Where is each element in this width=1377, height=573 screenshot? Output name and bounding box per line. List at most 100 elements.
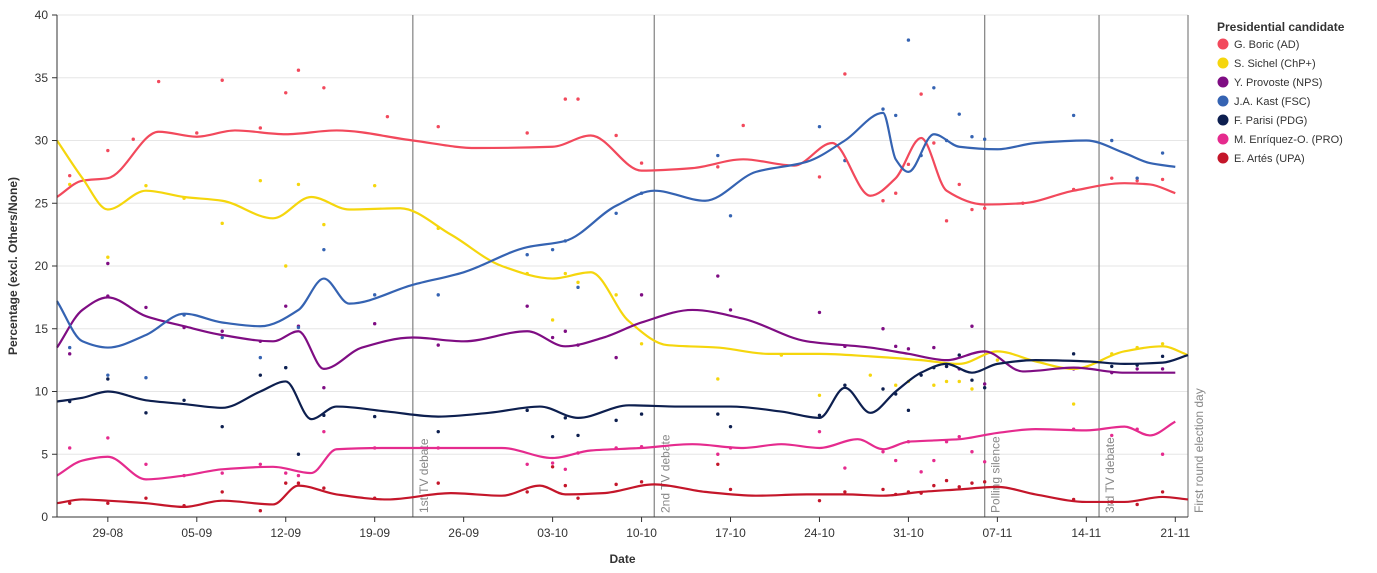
poll-point-e-art-s-upa bbox=[576, 496, 580, 500]
legend-label-m-enr-quez-o-pro: M. Enríquez-O. (PRO) bbox=[1234, 134, 1343, 146]
y-tick-label: 15 bbox=[35, 322, 49, 336]
poll-point-y-provoste-nps bbox=[881, 327, 885, 331]
poll-point-g-boric-ad bbox=[385, 114, 390, 119]
poll-point-f-parisi-pdg bbox=[716, 412, 720, 416]
poll-point-y-provoste-nps bbox=[817, 310, 822, 315]
poll-point-e-art-s-upa bbox=[106, 501, 110, 505]
poll-point-j-a-kast-fsc bbox=[576, 285, 580, 290]
x-tick-label: 19-09 bbox=[359, 526, 390, 540]
poll-point-s-sichel-chp bbox=[258, 178, 263, 183]
poll-point-s-sichel-chp bbox=[563, 271, 568, 276]
poll-point-f-parisi-pdg bbox=[550, 434, 555, 439]
poll-point-e-art-s-upa bbox=[258, 509, 263, 513]
poll-point-j-a-kast-fsc bbox=[220, 335, 224, 340]
poll-point-e-art-s-upa bbox=[220, 490, 224, 494]
poll-point-f-parisi-pdg bbox=[843, 383, 847, 387]
y-tick-label: 0 bbox=[41, 510, 48, 524]
poll-point-y-provoste-nps bbox=[220, 329, 224, 333]
poll-point-e-art-s-upa bbox=[843, 490, 847, 494]
event-label-3rd-tv-debate: 3rd TV debate bbox=[1103, 437, 1117, 513]
legend-swatch-j-a-kast-fsc bbox=[1217, 95, 1229, 107]
y-tick-label: 40 bbox=[35, 8, 49, 22]
poll-point-y-provoste-nps bbox=[372, 322, 377, 326]
trend-line-j-a-kast-fsc bbox=[56, 111, 1176, 349]
poll-point-y-provoste-nps bbox=[550, 335, 555, 340]
poll-point-g-boric-ad bbox=[1110, 176, 1114, 180]
poll-point-f-parisi-pdg bbox=[284, 365, 288, 370]
poll-point-f-parisi-pdg bbox=[372, 414, 377, 419]
poll-point-y-provoste-nps bbox=[614, 355, 618, 360]
poll-point-m-enr-quez-o-pro bbox=[843, 466, 847, 470]
poll-point-s-sichel-chp bbox=[932, 383, 936, 387]
legend-label-j-a-kast-fsc: J.A. Kast (FSC) bbox=[1234, 96, 1310, 108]
legend-swatch-y-provoste-nps bbox=[1217, 76, 1229, 88]
poll-point-m-enr-quez-o-pro bbox=[296, 473, 301, 478]
poll-point-g-boric-ad bbox=[982, 206, 987, 210]
legend-label-s-sichel-chp: S. Sichel (ChP+) bbox=[1234, 58, 1316, 70]
poll-point-e-art-s-upa bbox=[957, 485, 961, 489]
poll-point-y-provoste-nps bbox=[982, 382, 987, 386]
poll-point-e-art-s-upa bbox=[716, 462, 720, 466]
poll-point-m-enr-quez-o-pro bbox=[258, 462, 263, 466]
poll-point-y-provoste-nps bbox=[68, 352, 72, 356]
poll-point-j-a-kast-fsc bbox=[106, 373, 110, 377]
x-tick-label: 29-08 bbox=[92, 526, 123, 540]
y-tick-label: 35 bbox=[35, 71, 49, 85]
poll-point-y-provoste-nps bbox=[932, 345, 936, 350]
poll-point-g-boric-ad bbox=[932, 141, 936, 145]
poll-point-f-parisi-pdg bbox=[728, 424, 733, 429]
poll-point-m-enr-quez-o-pro bbox=[144, 462, 148, 466]
legend-label-e-art-s-upa: E. Artés (UPA) bbox=[1234, 153, 1305, 165]
poll-point-j-a-kast-fsc bbox=[322, 247, 326, 252]
y-tick-label: 30 bbox=[35, 134, 49, 148]
poll-point-j-a-kast-fsc bbox=[525, 253, 529, 257]
poll-point-g-boric-ad bbox=[106, 148, 110, 153]
poll-point-f-parisi-pdg bbox=[944, 364, 949, 369]
poll-point-g-boric-ad bbox=[881, 199, 885, 203]
poll-point-s-sichel-chp bbox=[322, 222, 326, 227]
poll-point-s-sichel-chp bbox=[817, 393, 822, 397]
poll-point-g-boric-ad bbox=[436, 124, 440, 129]
poll-point-j-a-kast-fsc bbox=[906, 38, 911, 42]
poll-point-y-provoste-nps bbox=[716, 274, 720, 278]
poll-point-s-sichel-chp bbox=[106, 255, 110, 259]
poll-point-j-a-kast-fsc bbox=[932, 86, 936, 90]
poll-point-m-enr-quez-o-pro bbox=[563, 467, 568, 472]
poll-point-g-boric-ad bbox=[970, 207, 974, 212]
poll-point-f-parisi-pdg bbox=[576, 433, 580, 438]
legend-swatch-f-parisi-pdg bbox=[1217, 114, 1229, 126]
poll-point-j-a-kast-fsc bbox=[144, 375, 148, 380]
poll-point-m-enr-quez-o-pro bbox=[220, 471, 224, 475]
poll-point-j-a-kast-fsc bbox=[881, 107, 885, 111]
x-tick-label: 12-09 bbox=[270, 526, 301, 540]
trend-line-e-art-s-upa bbox=[56, 483, 1189, 509]
poll-point-j-a-kast-fsc bbox=[1110, 138, 1114, 143]
x-tick-label: 26-09 bbox=[448, 526, 479, 540]
poll-point-m-enr-quez-o-pro bbox=[550, 461, 555, 465]
y-tick-label: 25 bbox=[35, 196, 49, 210]
poll-point-g-boric-ad bbox=[563, 97, 568, 101]
trend-lines bbox=[56, 111, 1189, 509]
poll-point-s-sichel-chp bbox=[220, 221, 224, 226]
poll-point-y-provoste-nps bbox=[436, 343, 440, 347]
poll-point-y-provoste-nps bbox=[106, 261, 110, 266]
legend-label-g-boric-ad: G. Boric (AD) bbox=[1234, 39, 1299, 51]
axes: 0 5 10 15 20 25 30 35 40 29-08 05-09 12-09 19-09 26-0… bbox=[35, 8, 1191, 540]
x-tick-label: 24-10 bbox=[804, 526, 835, 540]
poll-point-s-sichel-chp bbox=[550, 318, 555, 322]
poll-point-e-art-s-upa bbox=[563, 483, 568, 488]
poll-point-f-parisi-pdg bbox=[1071, 352, 1076, 356]
poll-point-j-a-kast-fsc bbox=[1160, 151, 1165, 155]
legend: Presidential candidate G. Boric (AD) S. S… bbox=[1217, 20, 1345, 165]
poll-point-y-provoste-nps bbox=[563, 329, 568, 333]
poll-point-y-provoste-nps bbox=[284, 304, 288, 308]
poll-point-f-parisi-pdg bbox=[1110, 364, 1114, 369]
poll-point-e-art-s-upa bbox=[296, 481, 301, 485]
poll-point-s-sichel-chp bbox=[868, 373, 873, 377]
poll-point-g-boric-ad bbox=[894, 191, 898, 195]
legend-swatch-g-boric-ad bbox=[1217, 38, 1229, 50]
poll-point-f-parisi-pdg bbox=[258, 373, 263, 377]
poll-point-y-provoste-nps bbox=[322, 386, 326, 390]
poll-point-g-boric-ad bbox=[322, 86, 326, 90]
event-markers: 1st TV debate 2nd TV debate Polling silenc… bbox=[412, 15, 1206, 517]
